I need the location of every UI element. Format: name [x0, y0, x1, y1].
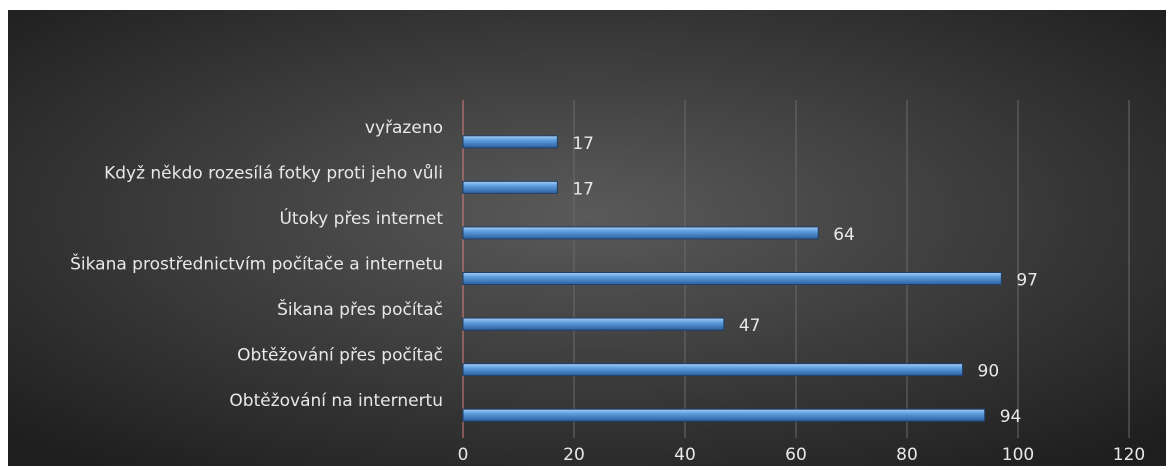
value-label: 17 — [572, 134, 594, 154]
y-tick-label: Obtěžování přes počítač — [237, 346, 443, 366]
y-tick-label: Šikana přes počítač — [277, 298, 443, 320]
y-tick-label: Útoky přes internet — [279, 207, 443, 229]
x-tick-label: 0 — [458, 445, 469, 465]
bar — [462, 317, 725, 331]
value-label: 47 — [739, 316, 761, 336]
x-tick-label: 80 — [896, 445, 918, 465]
y-tick-label: Šikana prostřednictvím počítače a intern… — [70, 253, 443, 275]
bar — [462, 408, 986, 422]
x-tick-label: 100 — [1002, 445, 1034, 465]
y-tick-label: Když někdo rozesílá fotky proti jeho vůl… — [104, 163, 443, 183]
bar — [462, 135, 558, 149]
value-label: 97 — [1016, 271, 1038, 291]
value-label: 64 — [833, 225, 855, 245]
x-tick-label: 20 — [563, 445, 585, 465]
x-tick-label: 40 — [674, 445, 696, 465]
x-tick-label: 120 — [1113, 445, 1145, 465]
bar — [462, 226, 819, 240]
value-label: 94 — [1000, 407, 1022, 427]
value-label: 17 — [572, 179, 594, 199]
bar — [462, 180, 558, 194]
bar — [462, 363, 963, 377]
value-label: 90 — [978, 362, 1000, 382]
x-tick-label: 60 — [785, 445, 807, 465]
y-tick-label: Obtěžování na internertu — [229, 391, 443, 411]
y-tick-label: vyřazeno — [365, 118, 443, 138]
bar — [462, 272, 1002, 285]
